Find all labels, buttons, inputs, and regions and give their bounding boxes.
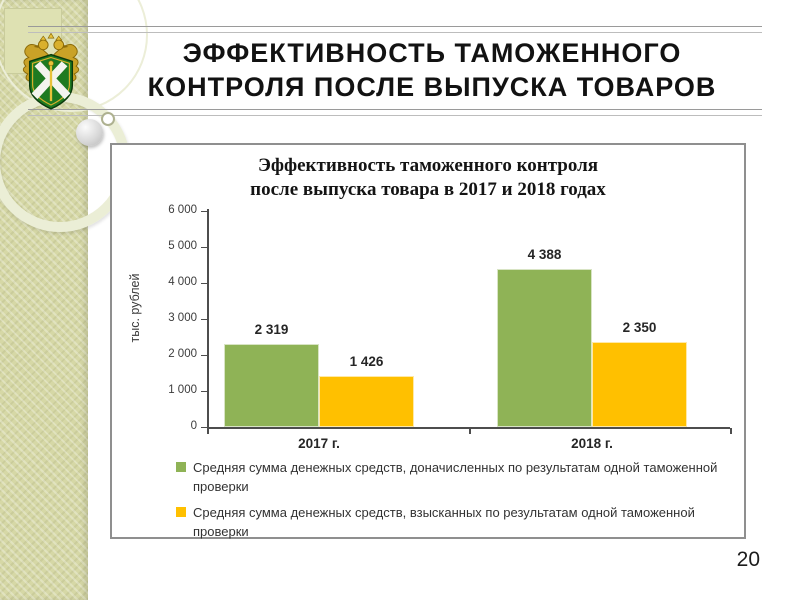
y-axis-title: тыс. рублей — [128, 273, 142, 343]
x-category-label: 2017 г. — [298, 436, 340, 451]
header-rule-top-2 — [28, 32, 762, 33]
y-tick-mark — [201, 319, 207, 320]
y-tick-label: 4 000 — [168, 276, 197, 288]
bar-value-label: 2 319 — [254, 321, 289, 337]
chart-legend: Средняя сумма денежных средств, доначисл… — [176, 458, 724, 548]
header-rule-bottom-2 — [28, 115, 762, 116]
bar-value-label: 1 426 — [349, 353, 384, 369]
bar-green-2017 — [224, 343, 319, 427]
double-eagle-shield-icon — [22, 32, 80, 110]
y-tick-mark — [201, 211, 207, 212]
legend-item: Средняя сумма денежных средств, доначисл… — [176, 458, 724, 496]
silver-ball-decor — [76, 119, 103, 146]
slide-title-line2: КОНТРОЛЯ ПОСЛЕ ВЫПУСКА ТОВАРОВ — [147, 72, 717, 102]
y-tick-label: 2 000 — [168, 348, 197, 360]
y-tick-mark — [201, 283, 207, 284]
chart-container: Эффективность таможенного контроля после… — [110, 143, 746, 539]
y-tick-label: 6 000 — [168, 204, 197, 216]
tiny-ring-decor — [101, 112, 115, 126]
y-tick-mark — [201, 247, 207, 248]
y-tick-label: 1 000 — [168, 384, 197, 396]
chart-title: Эффективность таможенного контроля после… — [112, 154, 744, 202]
bar-value-label: 2 350 — [622, 320, 657, 336]
x-tick-mark — [468, 428, 471, 434]
y-tick-mark — [201, 427, 207, 428]
page-number: 20 — [736, 548, 760, 571]
slide-title: ЭФФЕКТИВНОСТЬ ТАМОЖЕННОГО КОНТРОЛЯ ПОСЛЕ… — [96, 36, 768, 104]
y-tick-mark — [201, 355, 207, 356]
chart-title-line1: Эффективность таможенного контроля — [257, 155, 599, 176]
bar-yellow-2018 — [592, 342, 687, 427]
y-tick-label: 5 000 — [168, 240, 197, 252]
legend-swatch-icon — [176, 462, 186, 472]
y-tick-label: 3 000 — [168, 312, 197, 324]
bar-green-2018 — [497, 269, 592, 427]
legend-swatch-icon — [176, 507, 186, 517]
chart-title-line2: после выпуска товара в 2017 и 2018 годах — [250, 179, 606, 200]
x-tick-mark — [207, 428, 209, 434]
customs-emblem-logo — [20, 32, 82, 118]
header-rule-top-1 — [28, 26, 762, 27]
x-category-label: 2018 г. — [571, 436, 613, 451]
bar-yellow-2017 — [319, 375, 414, 427]
bar-value-label: 4 388 — [527, 247, 562, 263]
legend-label: Средняя сумма денежных средств, доначисл… — [193, 460, 718, 494]
x-tick-mark — [730, 428, 732, 434]
slide-title-line1: ЭФФЕКТИВНОСТЬ ТАМОЖЕННОГО — [182, 38, 682, 68]
y-axis-line — [207, 209, 209, 427]
legend-item: Средняя сумма денежных средств, взысканн… — [176, 503, 724, 541]
y-tick-mark — [201, 391, 207, 392]
header-rule-bottom-1 — [28, 109, 762, 110]
legend-label: Средняя сумма денежных средств, взысканн… — [193, 505, 695, 539]
y-tick-label: 0 — [190, 420, 197, 432]
